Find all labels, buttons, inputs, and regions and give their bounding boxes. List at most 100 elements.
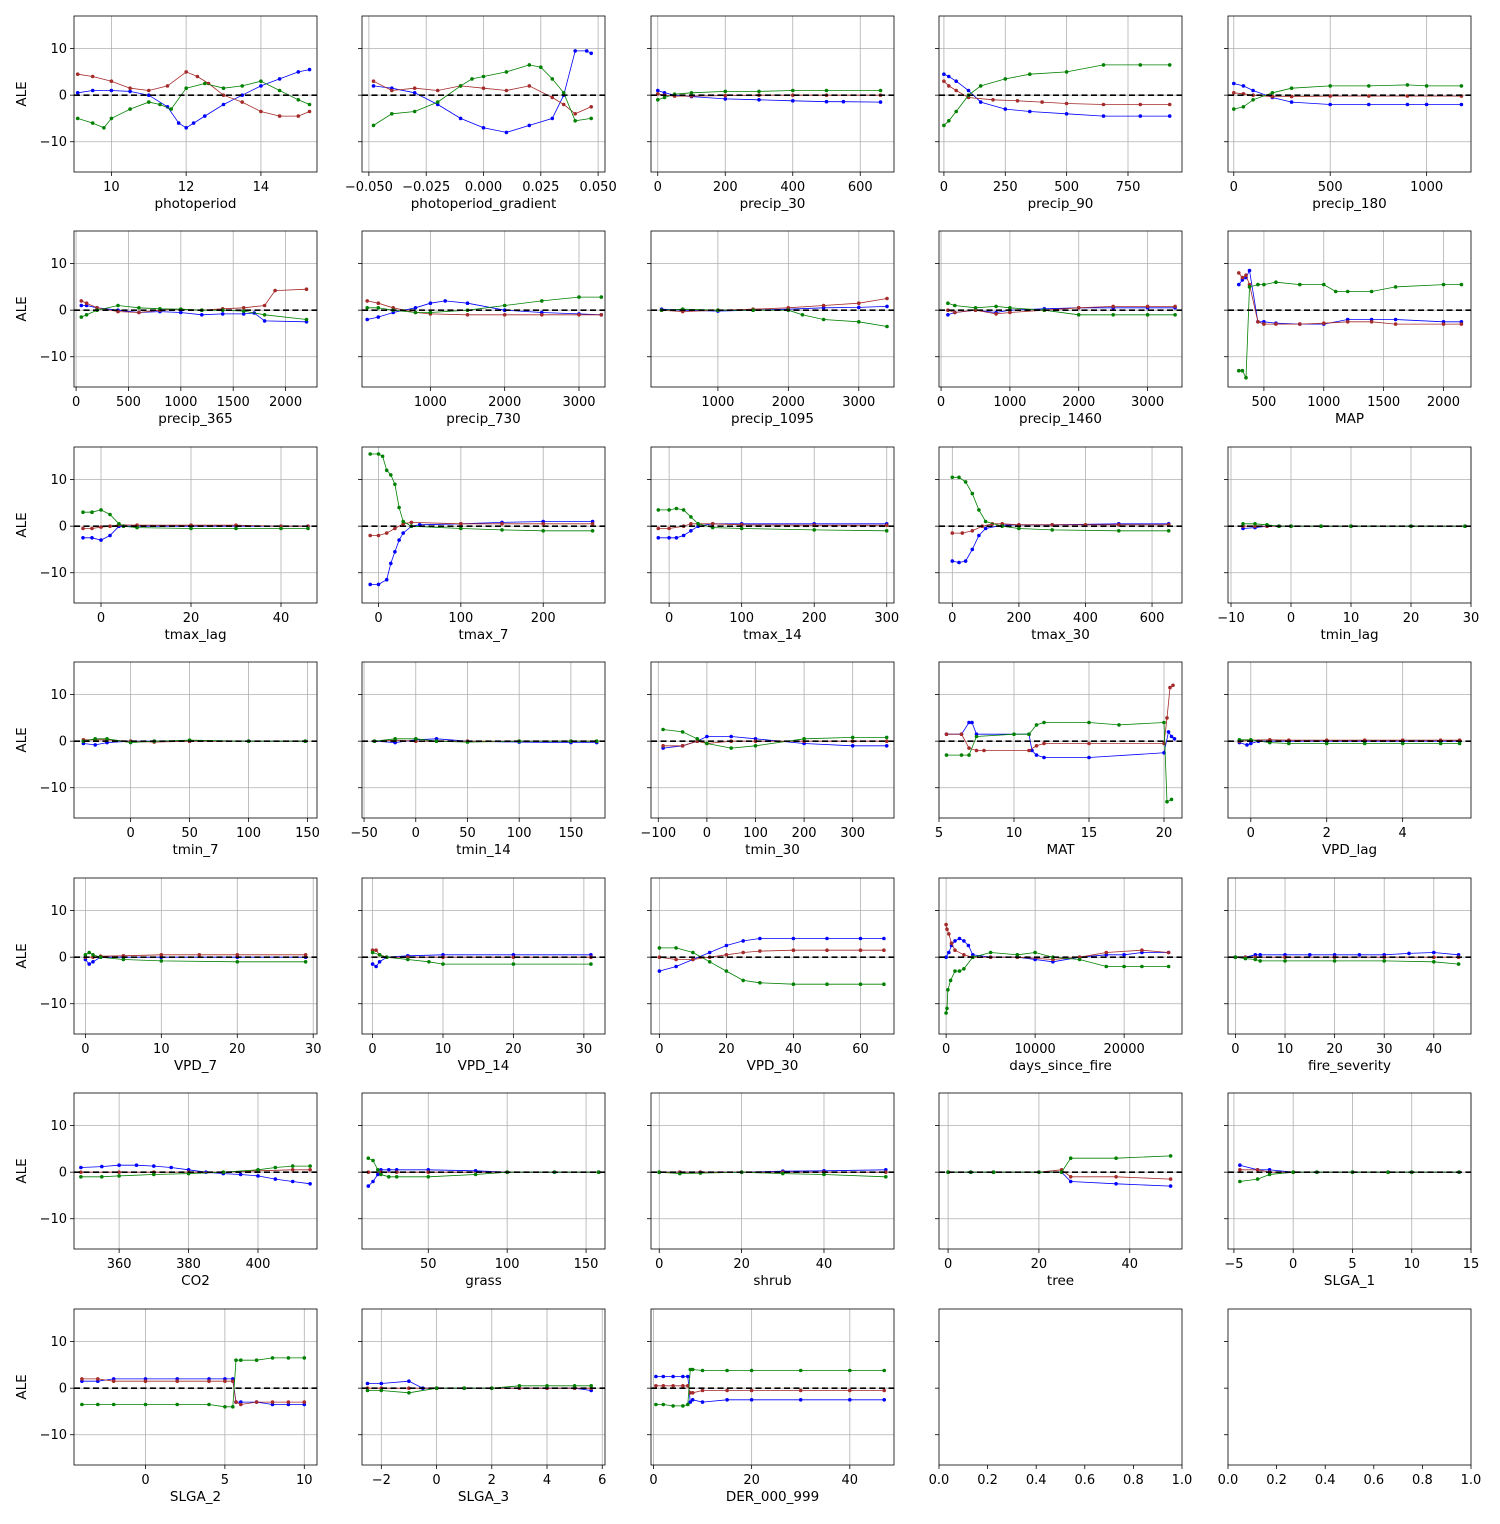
axes-frame — [1227, 446, 1472, 604]
series-2 — [946, 304, 1177, 316]
axes-frame — [1227, 15, 1472, 173]
data-point — [656, 526, 661, 531]
data-point — [220, 312, 225, 316]
data-point — [725, 1388, 729, 1393]
series-line — [1233, 84, 1462, 110]
data-point — [1027, 732, 1031, 736]
data-point — [1262, 322, 1266, 326]
data-point — [308, 1168, 312, 1172]
data-point — [393, 526, 397, 531]
series-3 — [366, 1156, 601, 1179]
data-point — [407, 1391, 411, 1395]
data-point — [723, 97, 728, 101]
data-point — [661, 1402, 666, 1407]
x-tick-label: 20 — [1403, 611, 1420, 626]
subplot-empty-33: 0.0 0.2 0.4 0.6 0.8 1.0 — [929, 1308, 1192, 1488]
x-tick-label: 0.8 — [1412, 1473, 1433, 1488]
data-point — [1140, 948, 1144, 952]
data-point — [84, 313, 89, 317]
data-point — [741, 978, 745, 983]
subplot-VPD_14: 0 10 20 30 VPD_14 — [358, 877, 606, 1074]
data-point — [504, 88, 509, 93]
data-point — [561, 91, 566, 95]
data-point — [262, 313, 267, 317]
data-point — [137, 306, 141, 310]
data-point — [1140, 964, 1144, 969]
x-tick-label: 10 — [1403, 1257, 1420, 1272]
data-point — [1251, 98, 1255, 102]
data-point — [414, 737, 418, 741]
series-2 — [942, 79, 1172, 107]
data-point — [1255, 1177, 1260, 1181]
data-point — [302, 1356, 307, 1360]
data-point — [569, 739, 573, 743]
data-point — [953, 969, 957, 973]
series-3 — [1233, 955, 1461, 966]
subplot-precip_1460: 0 1000 2000 3000 precip_1460 — [935, 230, 1183, 427]
data-point — [589, 1384, 593, 1388]
data-point — [465, 301, 470, 306]
series-line — [367, 1385, 592, 1394]
data-point — [197, 953, 202, 957]
data-point — [1432, 960, 1436, 964]
data-point — [1241, 84, 1246, 88]
subplot-SLGA_1: −5 0 5 10 15 SLGA_1 — [1224, 1092, 1479, 1289]
data-point — [90, 510, 94, 514]
data-point — [947, 119, 951, 123]
y-tick-label: 0 — [59, 735, 67, 750]
series-1 — [654, 1374, 886, 1404]
data-point — [1017, 526, 1021, 531]
data-point — [1042, 755, 1046, 760]
data-point — [307, 67, 312, 72]
data-point — [1322, 321, 1326, 326]
y-tick-label: 10 — [50, 257, 67, 272]
data-point — [1171, 683, 1175, 688]
data-point — [662, 95, 667, 100]
data-point — [671, 1384, 675, 1388]
data-point — [954, 109, 958, 114]
data-point — [1165, 716, 1169, 720]
data-point — [991, 98, 995, 102]
data-point — [1122, 953, 1126, 957]
series-line — [661, 298, 888, 313]
data-point — [459, 522, 463, 526]
x-axis-label: days_since_fire — [1009, 1058, 1112, 1074]
data-point — [90, 74, 95, 79]
y-tick-label: 0 — [59, 1166, 67, 1181]
x-tick-label: 0.025 — [522, 180, 559, 195]
data-point — [1145, 313, 1150, 317]
x-tick-label: 30 — [1463, 611, 1480, 626]
data-point — [1393, 322, 1398, 326]
axes-frame — [938, 661, 1183, 819]
subplot-SLGA_2: 0 5 10 −10 0 10 SLGA_2 ALE — [14, 1308, 318, 1505]
x-tick-label: 100 — [743, 826, 768, 841]
data-point — [1162, 741, 1166, 746]
x-tick-label: 0 — [665, 611, 673, 626]
subplot-tmin_lag: −10 0 10 20 30 tmin_lag — [1217, 446, 1480, 643]
series-1 — [366, 1168, 601, 1188]
data-point — [753, 744, 758, 748]
data-point — [947, 74, 951, 79]
data-point — [1237, 368, 1241, 373]
series-line — [77, 69, 310, 129]
data-point — [667, 536, 671, 540]
x-axis-label: VPD_30 — [747, 1058, 799, 1074]
data-point — [397, 505, 401, 510]
data-point — [1008, 306, 1012, 310]
data-point — [974, 734, 979, 739]
data-point — [1289, 100, 1294, 104]
axes-frame — [73, 446, 318, 604]
x-tick-label: 200 — [792, 826, 817, 841]
data-point — [1289, 86, 1294, 90]
x-tick-label: 150 — [295, 826, 320, 841]
data-point — [994, 312, 998, 316]
axes-frame — [1227, 661, 1472, 819]
data-point — [739, 526, 744, 531]
data-point — [366, 1156, 371, 1160]
data-point — [426, 1170, 431, 1174]
subplot-VPD_7: 0 10 20 30 −10 0 10 VPD_7 ALE — [14, 877, 321, 1074]
data-point — [858, 936, 863, 941]
data-point — [220, 308, 225, 313]
data-point — [504, 70, 509, 74]
